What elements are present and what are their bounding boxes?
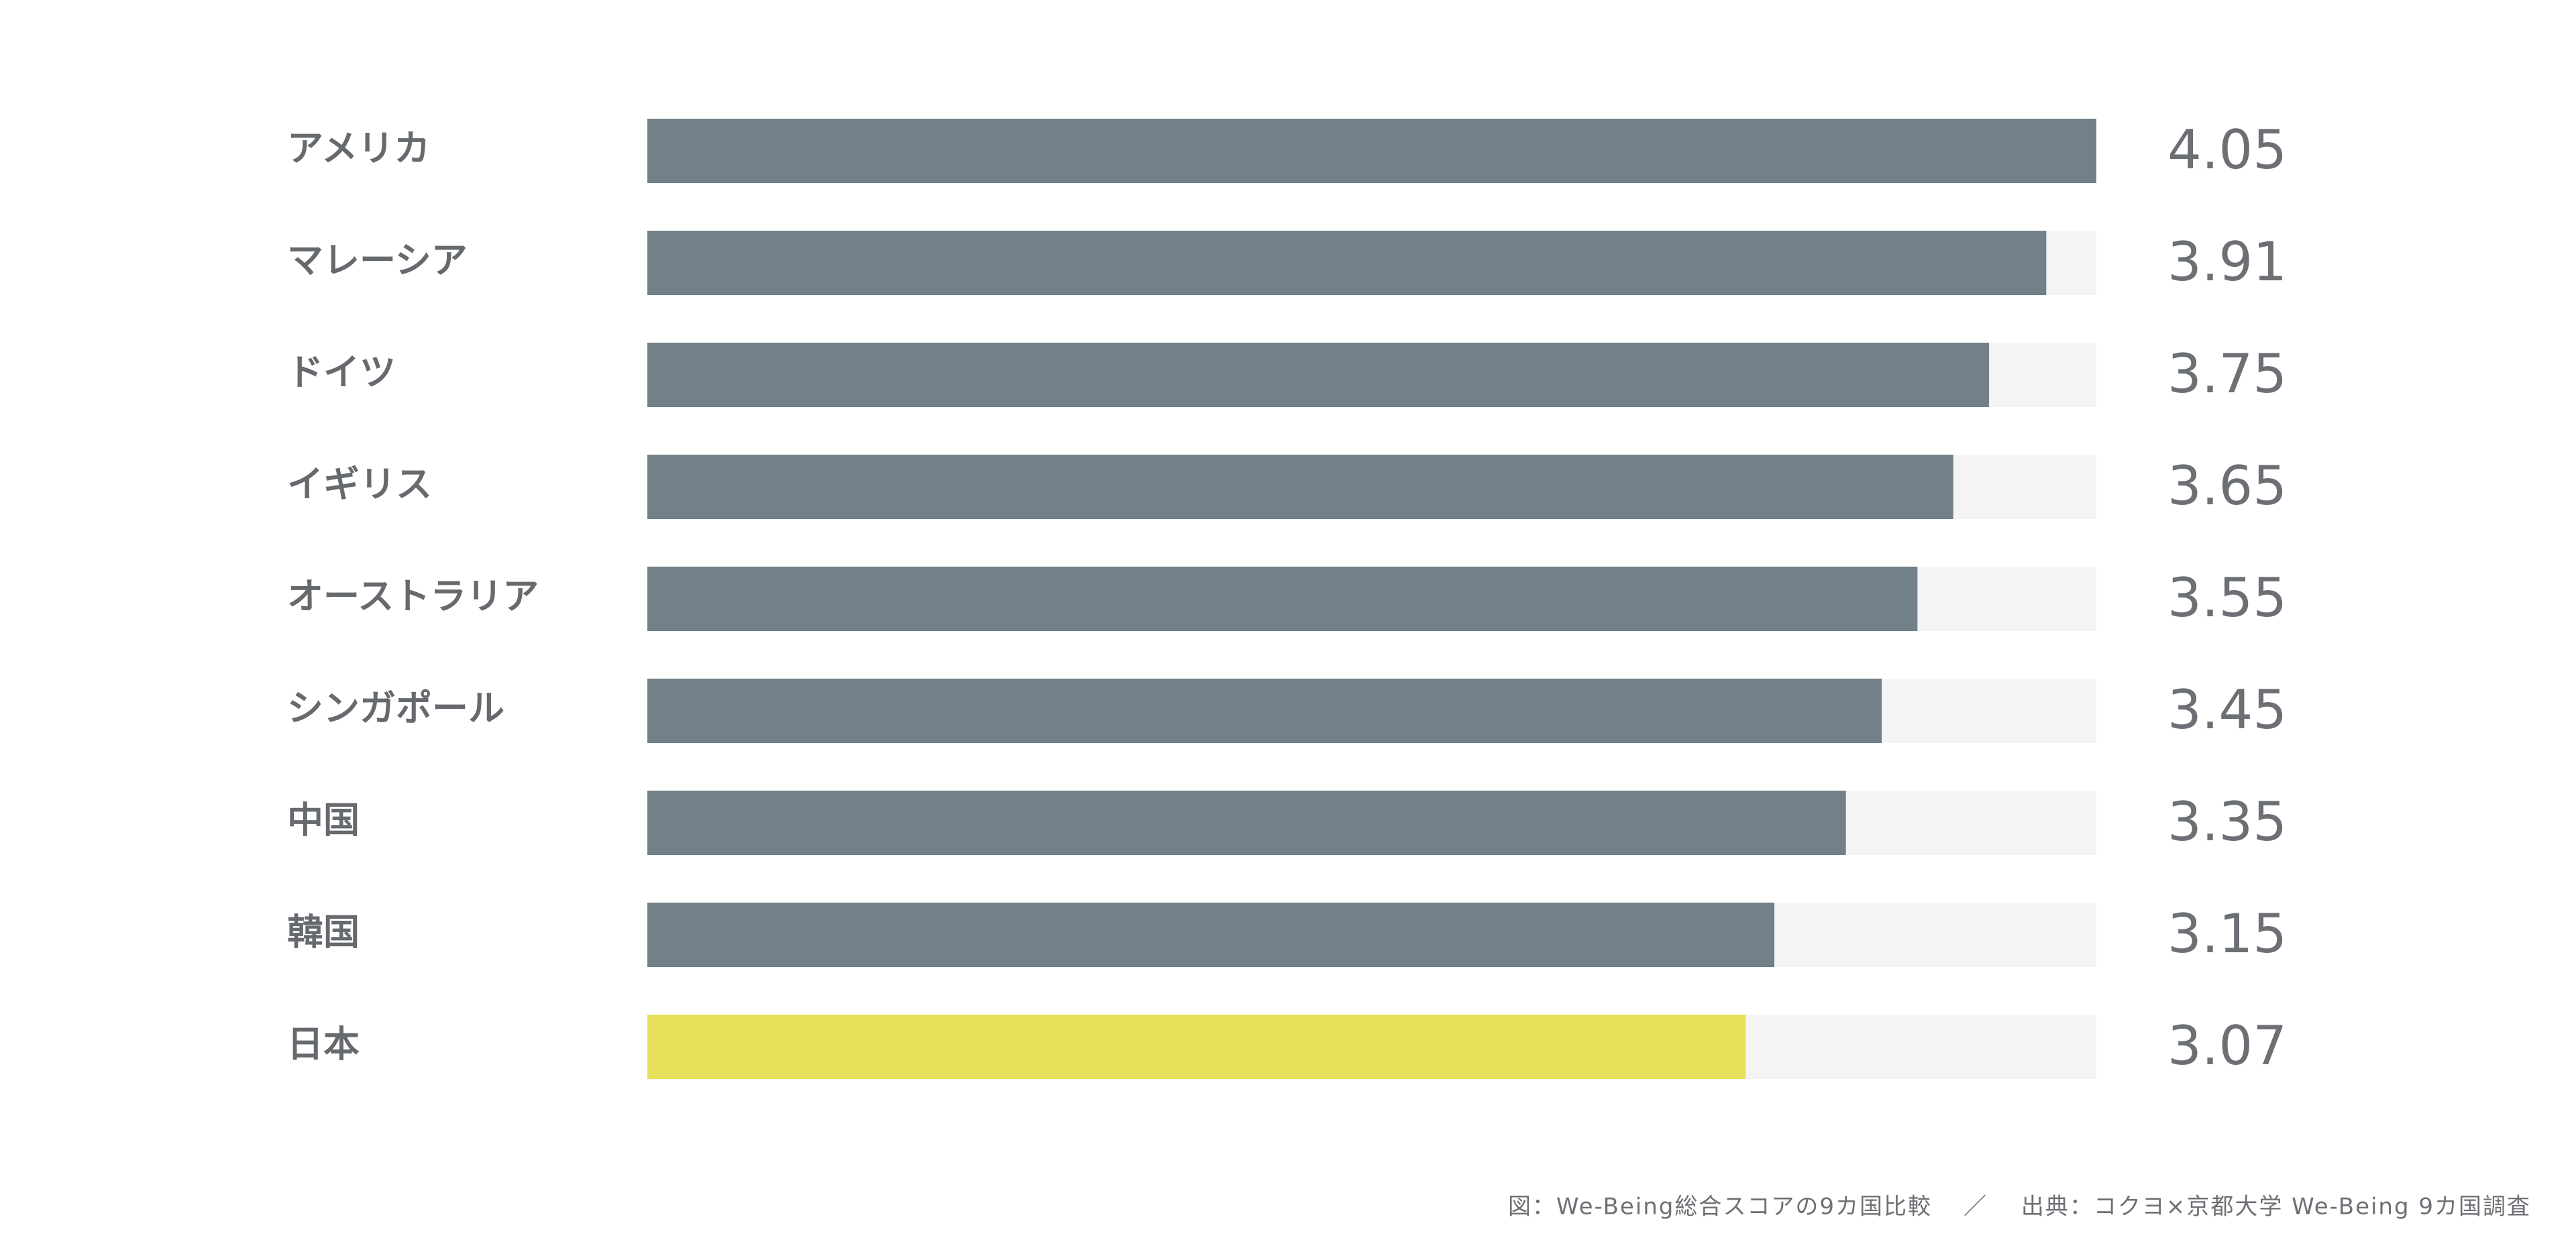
separator: ／ [1964, 1194, 1988, 1220]
caption: 図：We-Being総合スコアの9カ国比較 [1508, 1194, 1932, 1220]
category-label: ドイツ [287, 351, 396, 394]
value-label: 3.45 [2167, 679, 2287, 741]
bar [647, 119, 2096, 183]
bar [647, 231, 2047, 295]
source: 出典：コクヨ×京都大学 We-Being 9カ国調査 [2021, 1194, 2531, 1220]
category-label: オーストラリア [287, 575, 539, 618]
bar [647, 567, 1918, 631]
value-label: 3.35 [2167, 791, 2287, 853]
bar [647, 791, 1846, 855]
category-label: 韓国 [287, 911, 360, 954]
bar [647, 343, 1989, 407]
bar [647, 455, 1953, 519]
value-label: 3.07 [2167, 1015, 2287, 1077]
bar [647, 903, 1774, 967]
category-label: 中国 [287, 799, 360, 842]
category-label: アメリカ [287, 127, 430, 170]
category-label: イギリス [287, 463, 432, 506]
value-label: 3.91 [2167, 231, 2287, 293]
value-label: 3.65 [2167, 455, 2287, 517]
bar [647, 1015, 1746, 1079]
category-label: マレーシア [287, 239, 468, 282]
bar [647, 679, 1882, 743]
value-label: 4.05 [2167, 119, 2287, 181]
value-label: 3.55 [2167, 567, 2287, 629]
value-label: 3.75 [2167, 343, 2287, 405]
category-label: シンガポール [287, 687, 504, 730]
value-label: 3.15 [2167, 903, 2287, 965]
category-label: 日本 [287, 1023, 360, 1066]
